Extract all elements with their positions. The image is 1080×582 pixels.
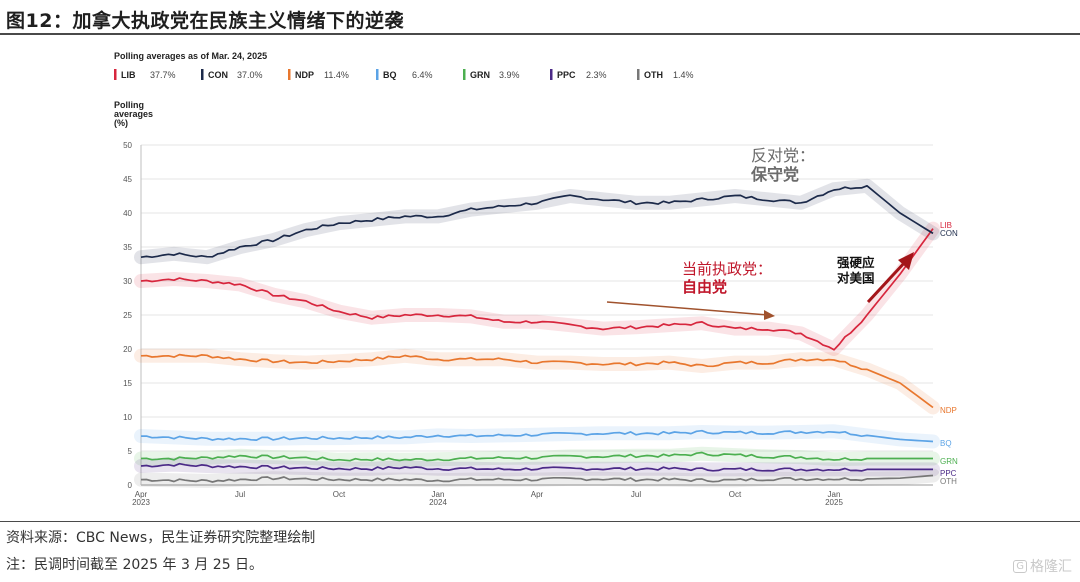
legend-swatch-oth bbox=[637, 69, 640, 80]
y-tick-label: 30 bbox=[123, 277, 132, 286]
end-label-ppc: PPC bbox=[940, 469, 957, 478]
band-con bbox=[134, 178, 940, 265]
legend-value-oth: 1.4% bbox=[673, 70, 694, 80]
x-tick-label: Apr bbox=[135, 490, 148, 499]
confidence-bands bbox=[134, 178, 940, 488]
end-label-ndp: NDP bbox=[940, 406, 957, 415]
line-ndp bbox=[140, 353, 934, 409]
y-tick-label: 40 bbox=[123, 209, 132, 218]
legend-swatch-ppc bbox=[550, 69, 553, 80]
line-bq bbox=[141, 429, 934, 443]
legend-value-con: 37.0% bbox=[237, 70, 263, 80]
series-lines bbox=[140, 184, 934, 483]
y-tick-label: 5 bbox=[128, 447, 133, 456]
x-tick-label: Oct bbox=[729, 490, 742, 499]
chart-subtitle: Polling averages as of Mar. 24, 2025 bbox=[114, 51, 267, 61]
legend-swatch-grn bbox=[463, 69, 466, 80]
source-note: 资料来源：CBC News，民生证券研究院整理绘制 bbox=[6, 530, 316, 546]
surge-arrow bbox=[866, 259, 908, 304]
annotation-con-line: 保守党 bbox=[750, 165, 799, 184]
watermark-logo: G bbox=[1013, 560, 1027, 573]
y-axis-label-line: Polling bbox=[114, 100, 144, 110]
legend-value-lib: 37.7% bbox=[150, 70, 176, 80]
x-tick-label: Jan bbox=[828, 490, 841, 499]
y-axis-label-line: (%) bbox=[114, 118, 128, 128]
annotation-con-line: 反对党： bbox=[751, 146, 815, 165]
legend: LIB 37.7% CON 37.0% NDP 11.4% BQ 6.4% GRN 3.9% PPC… bbox=[114, 69, 694, 80]
legend-value-bq: 6.4% bbox=[412, 70, 433, 80]
gridlines bbox=[140, 144, 933, 486]
x-tick-label: Jul bbox=[631, 490, 641, 499]
legend-swatch-bq bbox=[376, 69, 379, 80]
legend-label-oth: OTH bbox=[644, 70, 663, 80]
legend-label-bq: BQ bbox=[383, 70, 397, 80]
figure-title: 图12：加拿大执政党在民族主义情绪下的逆袭 bbox=[6, 10, 404, 32]
y-tick-label: 15 bbox=[123, 379, 132, 388]
lib-trend-arrowhead bbox=[764, 310, 775, 320]
x-tick-label: Jan bbox=[432, 490, 445, 499]
surge-arrowhead bbox=[898, 252, 914, 270]
annotation-hardline-line: 强硬应 bbox=[837, 255, 875, 270]
legend-label-ppc: PPC bbox=[557, 70, 576, 80]
y-axis-ticks: 0 5 10 15 20 25 30 35 40 45 50 bbox=[123, 141, 132, 490]
polling-chart: Polling averages as of Mar. 24, 2025 LIB… bbox=[114, 51, 958, 507]
end-label-con: CON bbox=[940, 229, 958, 238]
legend-swatch-lib bbox=[114, 69, 117, 80]
y-tick-label: 20 bbox=[123, 345, 132, 354]
x-tick-label: Oct bbox=[333, 490, 346, 499]
footnote: 注：民调时间截至 2025 年 3 月 25 日。 bbox=[6, 557, 264, 573]
legend-label-lib: LIB bbox=[121, 70, 136, 80]
x-tick-year: 2023 bbox=[132, 498, 150, 507]
y-axis-label-line: averages bbox=[114, 109, 153, 119]
line-ppc bbox=[140, 462, 933, 472]
y-tick-label: 45 bbox=[123, 175, 132, 184]
annotation-lib-line: 自由党 bbox=[682, 278, 727, 296]
legend-value-grn: 3.9% bbox=[499, 70, 520, 80]
legend-swatch-ndp bbox=[288, 69, 291, 80]
end-label-grn: GRN bbox=[940, 457, 958, 466]
x-tick-label: Apr bbox=[531, 490, 544, 499]
legend-value-ppc: 2.3% bbox=[586, 70, 607, 80]
line-grn bbox=[140, 451, 933, 462]
x-tick-year: 2025 bbox=[825, 498, 843, 507]
line-oth bbox=[140, 474, 934, 483]
x-tick-label: Jul bbox=[235, 490, 245, 499]
watermark: G 格隆汇 bbox=[1013, 556, 1072, 576]
y-tick-label: 25 bbox=[123, 311, 132, 320]
y-tick-label: 50 bbox=[123, 141, 132, 150]
annotation-lib-line: 当前执政党： bbox=[682, 260, 772, 278]
legend-value-ndp: 11.4% bbox=[324, 70, 349, 80]
legend-label-ndp: NDP bbox=[295, 70, 314, 80]
lib-trend-arrow bbox=[606, 301, 769, 316]
end-label-bq: BQ bbox=[940, 439, 952, 448]
end-label-lib: LIB bbox=[940, 221, 952, 230]
footer-divider bbox=[0, 521, 1080, 522]
y-tick-label: 0 bbox=[128, 481, 133, 490]
y-tick-label: 10 bbox=[123, 413, 132, 422]
legend-label-con: CON bbox=[208, 70, 228, 80]
legend-label-grn: GRN bbox=[470, 70, 490, 80]
title-divider bbox=[0, 33, 1080, 35]
line-con bbox=[140, 184, 934, 259]
x-tick-year: 2024 bbox=[429, 498, 447, 507]
end-label-oth: OTH bbox=[940, 477, 957, 486]
legend-swatch-con bbox=[201, 69, 204, 80]
line-lib bbox=[140, 228, 934, 351]
watermark-text: 格隆汇 bbox=[1030, 559, 1072, 575]
annotation-hardline-line: 对美国 bbox=[837, 271, 875, 286]
y-tick-label: 35 bbox=[123, 243, 132, 252]
